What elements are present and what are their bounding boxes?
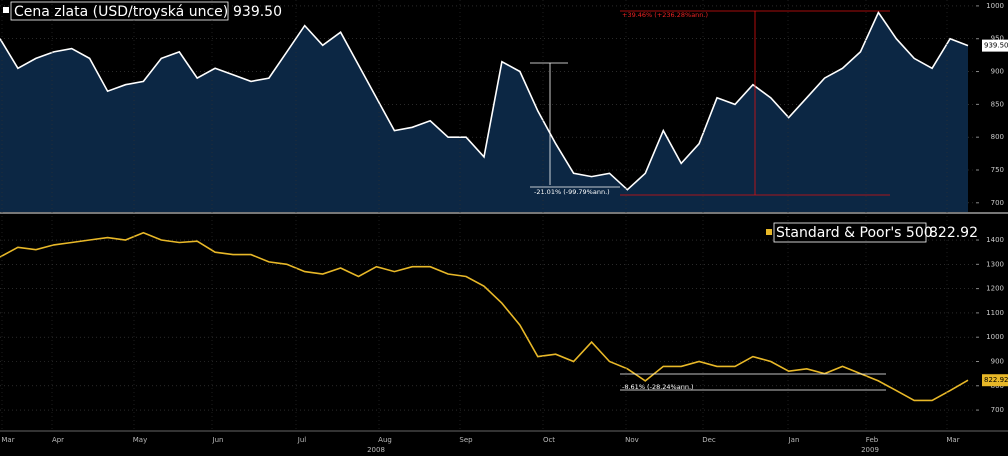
x-tick-label: Sep bbox=[459, 436, 473, 444]
x-tick-label: Dec bbox=[702, 436, 716, 444]
legend-label: Cena zlata (USD/troyská unce) bbox=[14, 4, 228, 20]
x-tick-label: Jun bbox=[212, 436, 224, 444]
annotation-label: +39.46% (+236.28%ann.) bbox=[622, 11, 708, 19]
y-tick-label: 950 bbox=[991, 35, 1004, 43]
y-tick-label: 1200 bbox=[986, 285, 1004, 293]
x-tick-label: Jul bbox=[297, 436, 307, 444]
y-tick-label: 900 bbox=[991, 68, 1004, 76]
x-tick-label: Mar bbox=[1, 436, 14, 444]
x-tick-label: Feb bbox=[866, 436, 879, 444]
spx-annotation: -8.61% (-28.24%ann.) bbox=[620, 373, 886, 391]
x-tick-label: Apr bbox=[52, 436, 64, 444]
y-tick-label: 700 bbox=[991, 406, 1004, 414]
spx-panel: 70080090010001100120013001400822.92 bbox=[0, 231, 1008, 414]
line bbox=[0, 231, 969, 402]
annotation-label: -8.61% (-28.24%ann.) bbox=[622, 383, 694, 391]
annotation-label: -21.01% (-99.79%ann.) bbox=[534, 188, 610, 196]
gold-panel: 700 750 800 850 900 950 1000 939.50 bbox=[0, 2, 1008, 212]
x-year-label: 2009 bbox=[861, 446, 879, 454]
y-tick-label: 900 bbox=[991, 357, 1004, 365]
y-tick-label: 1100 bbox=[986, 309, 1004, 317]
x-tick-label: May bbox=[133, 436, 147, 444]
gold-legend: Cena zlata (USD/troyská unce) 939.50 bbox=[3, 1, 282, 21]
legend-box bbox=[10, 1, 229, 21]
y-tick-label: 1000 bbox=[986, 333, 1004, 341]
x-tick-label: Oct bbox=[543, 436, 555, 444]
legend-label: Standard & Poor's 500 bbox=[776, 225, 933, 241]
x-tick-label: Aug bbox=[378, 436, 392, 444]
x-tick-label: Jan bbox=[788, 436, 800, 444]
y-tick-label: 1300 bbox=[986, 260, 1004, 268]
legend-value: 822.92 bbox=[929, 225, 978, 241]
y-tick-label: 1400 bbox=[986, 236, 1004, 244]
x-tick-label: Mar bbox=[946, 436, 959, 444]
x-tick-label: Nov bbox=[625, 436, 639, 444]
legend-value: 939.50 bbox=[233, 4, 282, 20]
legend-box bbox=[773, 222, 927, 243]
gold-annotation-up: +39.46% (+236.28%ann.) bbox=[620, 10, 890, 196]
area bbox=[0, 12, 968, 212]
y-tick-label: 800 bbox=[991, 133, 1004, 141]
x-year-label: 2008 bbox=[367, 446, 385, 454]
gold-annotation-down: -21.01% (-99.79%ann.) bbox=[530, 62, 620, 196]
y-tick-label: 850 bbox=[991, 100, 1004, 108]
last-value-label: 822.92 bbox=[984, 376, 1008, 384]
line bbox=[0, 10, 969, 191]
y-tick-label: 700 bbox=[991, 199, 1004, 207]
legend-swatch bbox=[766, 229, 772, 235]
last-value-label: 939.50 bbox=[984, 42, 1008, 50]
last-value-tag bbox=[982, 39, 1008, 52]
y-tick-label: 750 bbox=[991, 166, 1004, 174]
last-value-tag bbox=[982, 374, 1008, 387]
y-tick-label: 1000 bbox=[986, 2, 1004, 10]
legend-swatch bbox=[3, 7, 9, 13]
spx-legend: Standard & Poor's 500 822.92 bbox=[766, 222, 978, 243]
